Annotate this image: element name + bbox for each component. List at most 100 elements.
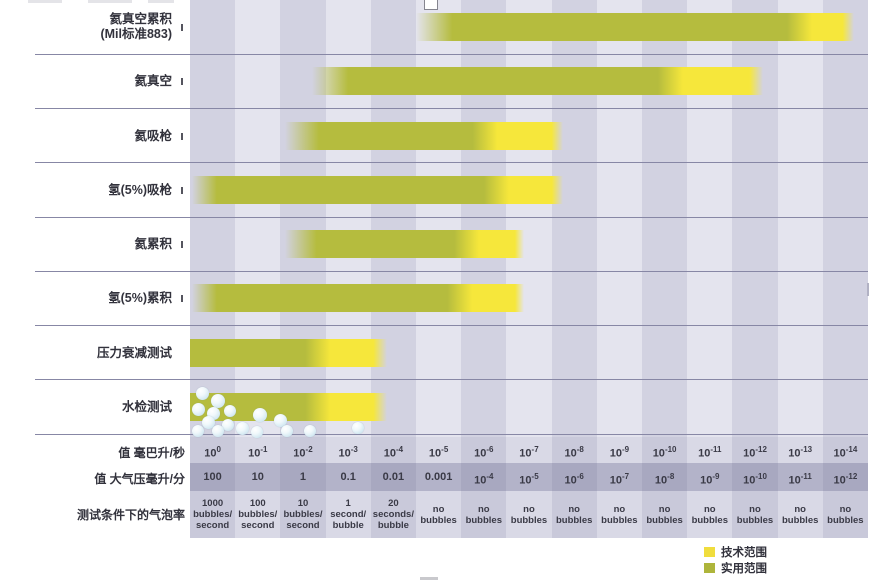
row-separator (35, 53, 868, 55)
atm-value: 10-12 (833, 472, 858, 487)
legend-item-practical: 实用范围 (704, 560, 767, 576)
atm-value: 1 (299, 471, 307, 483)
mbar-value: 10-13 (788, 445, 813, 460)
mbar-value: 10-1 (248, 445, 268, 460)
bubble-rate-value: no bubbles (465, 503, 502, 526)
bubble-icon (304, 425, 316, 437)
row-separator (35, 325, 868, 326)
method-name: 氦吸枪 (134, 128, 172, 143)
row-label-3: 氦吸枪 (0, 129, 172, 144)
atm-value: 10-10 (743, 472, 767, 487)
row-separator (35, 433, 868, 435)
legend-label-practical: 实用范围 (721, 563, 767, 575)
axis-label-mbar: 值 毫巴升/秒 (118, 446, 185, 460)
atm-value: 10-11 (788, 472, 812, 487)
column-stripe (235, 0, 281, 538)
row-tick-mark (181, 78, 183, 86)
atm-value: 100 (203, 471, 222, 483)
legend-item-technical: 技术范围 (704, 544, 767, 560)
technical-range-swatch-icon (704, 547, 715, 557)
cropped-mark-right (867, 283, 869, 296)
mbar-value: 10-3 (338, 445, 358, 460)
row-separator (35, 379, 868, 381)
bubble-rate-value: no bubbles (510, 503, 548, 526)
row-label-2: 氦真空 (0, 74, 172, 89)
method-name: 氢(5%)累积 (108, 291, 172, 306)
method-name: 氢(5%)吸枪 (108, 182, 172, 197)
row-tick-mark (181, 132, 183, 140)
column-stripe (822, 0, 868, 538)
bubble-icon (224, 405, 236, 417)
mbar-value: 10-2 (293, 445, 313, 460)
bubble-icon (211, 394, 225, 408)
bubble-rate-value: no bubbles (646, 503, 683, 526)
range-bar-5 (284, 230, 525, 259)
cropped-text-artifact (148, 0, 174, 3)
atm-value: 10-4 (474, 472, 494, 487)
bubble-rate-value: no bubbles (555, 503, 593, 526)
bubble-icon (191, 402, 205, 416)
column-stripe (190, 0, 236, 538)
bubble-icon (212, 425, 224, 437)
method-name: 氦累积 (134, 237, 172, 252)
axis-label-atm: 值 大气压毫升/分 (94, 472, 185, 486)
range-bar-2 (312, 67, 764, 96)
bubble-icon (253, 408, 267, 422)
row-label-8: 水检测试 (0, 400, 172, 415)
range-bar-4 (192, 175, 563, 204)
row-separator (35, 162, 868, 164)
row-label-6: 氢(5%)累积 (0, 291, 172, 306)
bubble-rate-value: no bubbles (691, 503, 728, 526)
mbar-value: 100 (204, 445, 221, 460)
legend: 技术范围 实用范围 (704, 544, 767, 576)
bubble-icon (251, 426, 263, 438)
bubble-rate-value: no bubbles (601, 503, 638, 526)
bubble-icon (235, 421, 249, 435)
bubble-rate-value: no bubbles (827, 503, 864, 526)
mbar-value: 10-8 (564, 445, 584, 460)
atm-value: 10-5 (519, 472, 539, 487)
bubble-icon (352, 422, 364, 434)
bubble-icon (222, 419, 234, 431)
row-tick-mark (181, 24, 183, 32)
row-separator (35, 216, 868, 218)
row-label-4: 氢(5%)吸枪 (0, 183, 172, 198)
range-bar-6 (192, 284, 525, 313)
cropped-text-artifact (28, 0, 62, 3)
row-separator (35, 270, 868, 272)
bubble-rate-value: 10 bubbles/second (283, 498, 323, 531)
row-tick-mark (181, 295, 183, 303)
bubble-icon (281, 425, 293, 437)
cropped-mark-bottom (420, 577, 438, 580)
legend-label-technical: 技术范围 (721, 547, 767, 559)
range-bar-1 (416, 13, 854, 42)
axis-label-bubble-rate: 测试条件下的气泡率 (76, 508, 185, 522)
atm-value: 10 (251, 471, 264, 483)
bubble-icon (273, 413, 287, 427)
mbar-value: 10-12 (743, 445, 767, 460)
method-name: 水检测试 (121, 399, 172, 414)
bubble-rate-value: 20 seconds/bubble (372, 498, 414, 531)
method-name-note: (Mil标准883) (100, 27, 172, 42)
row-label-5: 氦累积 (0, 237, 172, 252)
row-separator (35, 108, 868, 109)
mbar-value: 10-9 (609, 445, 630, 460)
bubble-icon (201, 415, 215, 429)
mbar-value: 10-6 (474, 445, 494, 460)
row-tick-mark (181, 241, 183, 249)
row-label-7: 压力衰减测试 (0, 346, 172, 361)
method-name: 氦真空累积 (109, 12, 172, 27)
bubble-rate-value: 1000 bubbles/second (193, 498, 233, 531)
atm-value: 0.001 (424, 471, 453, 483)
row-tick-mark (181, 186, 183, 194)
bubble-rate-value: no bubbles (736, 503, 774, 526)
atm-value: 10-6 (564, 472, 584, 487)
mbar-value: 10-5 (428, 445, 449, 460)
mbar-value: 10-14 (833, 445, 858, 460)
range-bar-7 (190, 338, 387, 367)
atm-value: 10-8 (654, 472, 675, 487)
atm-value: 10-9 (700, 472, 720, 487)
bubble-rate-value: no bubbles (781, 503, 819, 526)
atm-value: 0.1 (340, 471, 356, 483)
